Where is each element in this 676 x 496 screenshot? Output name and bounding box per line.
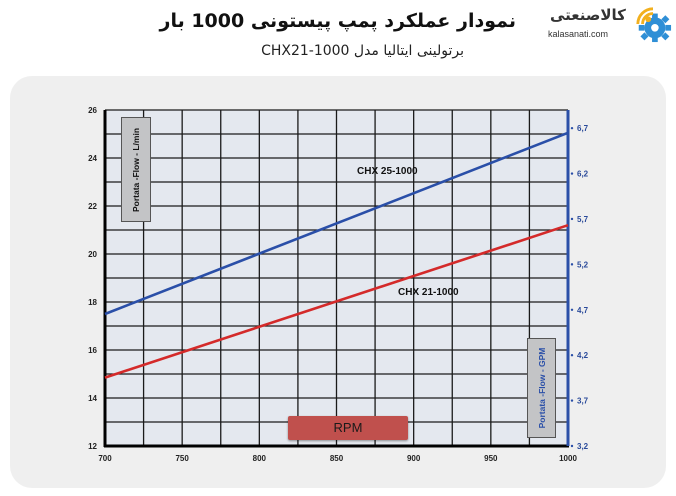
y-axis-label-box: Portata -Flow - L/min [121,117,151,222]
y2-tick-label: 6,7 [577,124,589,133]
y-tick-label: 26 [88,106,97,115]
y-tick-label: 16 [88,346,97,355]
page-title: نمودار عملکرد پمپ پیستونی 1000 بار [159,10,517,32]
x-tick-label: 950 [484,454,498,463]
y2-tick-label: 3,7 [577,397,589,406]
y2-axis-label-box: Portata -Flow - GPM [527,338,556,438]
y-tick-label: 14 [88,394,97,403]
y2-tick-mark [570,399,574,402]
y2-axis-label: Portata -Flow - GPM [536,347,547,429]
x-tick-label: 750 [175,454,189,463]
y2-tick-label: 6,2 [577,170,589,179]
y2-tick-mark [570,444,574,448]
y2-tick-mark [570,353,574,357]
y2-tick-label: 5,7 [577,215,589,224]
x-tick-label: 900 [407,454,421,463]
series-line-1 [104,223,569,379]
y-tick-label: 20 [88,250,97,259]
y-axis-label: Portata -Flow - L/min [131,127,141,212]
x-axis-label: RPM [333,420,363,435]
y2-tick-mark [570,172,574,175]
gear-wifi-icon [636,7,672,43]
y2-tick-label: 4,2 [577,351,589,360]
x-axis-label-box: RPM [288,416,408,440]
x-tick-label: 850 [330,454,344,463]
logo-domain: kalasanati.com [548,29,609,39]
y-tick-label: 22 [88,202,97,211]
series-label-chx25: CHX 25-1000 [357,166,418,177]
y2-tick-mark [570,308,574,311]
x-tick-label: 800 [253,454,267,463]
y2-tick-mark [570,126,574,130]
series-label-chx21: CHX 21-1000 [398,287,459,298]
logo-text-fa: کالاصنعتی [550,6,626,24]
y2-tick-mark [570,263,574,266]
page-subtitle: برتولینی ایتالیا مدل CHX21-1000 [261,43,464,59]
y2-tick-label: 5,2 [577,260,589,269]
y-tick-label: 24 [88,154,97,163]
y-tick-label: 18 [88,298,97,307]
brand-logo[interactable]: کالاصنعتی kalasanati.com [548,4,672,46]
y-tick-label: 12 [88,442,97,451]
x-tick-label: 1000 [559,454,577,463]
y2-tick-label: 4,7 [577,306,589,315]
series-line-0 [104,131,569,316]
x-tick-label: 700 [98,454,112,463]
y2-tick-mark [570,217,574,221]
y2-tick-label: 3,2 [577,442,589,451]
